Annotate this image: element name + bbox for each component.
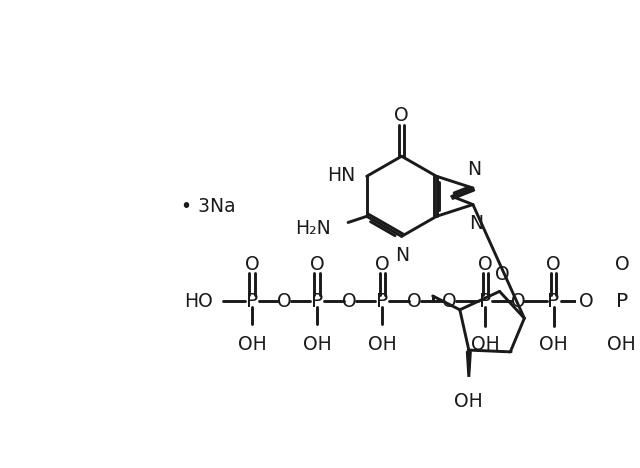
Text: P: P xyxy=(376,292,388,311)
Text: • 3Na: • 3Na xyxy=(180,197,236,216)
Polygon shape xyxy=(467,350,512,352)
Text: HO: HO xyxy=(184,292,213,311)
Text: O: O xyxy=(478,255,493,274)
Text: O: O xyxy=(375,255,390,274)
Text: O: O xyxy=(244,255,259,274)
Text: P: P xyxy=(246,292,258,311)
Text: O: O xyxy=(310,255,324,274)
Text: H₂N: H₂N xyxy=(295,219,331,238)
Text: OH: OH xyxy=(471,335,500,354)
Text: O: O xyxy=(614,255,629,274)
Text: N: N xyxy=(467,160,481,179)
Text: HN: HN xyxy=(328,166,356,185)
Text: OH: OH xyxy=(368,335,397,354)
Text: O: O xyxy=(547,255,561,274)
Text: O: O xyxy=(442,292,457,311)
Text: OH: OH xyxy=(607,335,636,354)
Text: OH: OH xyxy=(454,392,483,410)
Text: O: O xyxy=(579,292,593,311)
Text: O: O xyxy=(394,106,409,125)
Polygon shape xyxy=(467,351,471,376)
Text: O: O xyxy=(511,292,525,311)
Text: P: P xyxy=(616,292,628,311)
Text: N: N xyxy=(469,214,483,233)
Text: O: O xyxy=(408,292,422,311)
Text: P: P xyxy=(311,292,323,311)
Text: P: P xyxy=(479,292,492,311)
Text: O: O xyxy=(342,292,357,311)
Text: OH: OH xyxy=(303,335,332,354)
Text: OH: OH xyxy=(540,335,568,354)
Text: O: O xyxy=(277,292,292,311)
Text: O: O xyxy=(495,265,509,284)
Text: P: P xyxy=(547,292,560,311)
Text: OH: OH xyxy=(237,335,266,354)
Text: N: N xyxy=(396,246,410,265)
